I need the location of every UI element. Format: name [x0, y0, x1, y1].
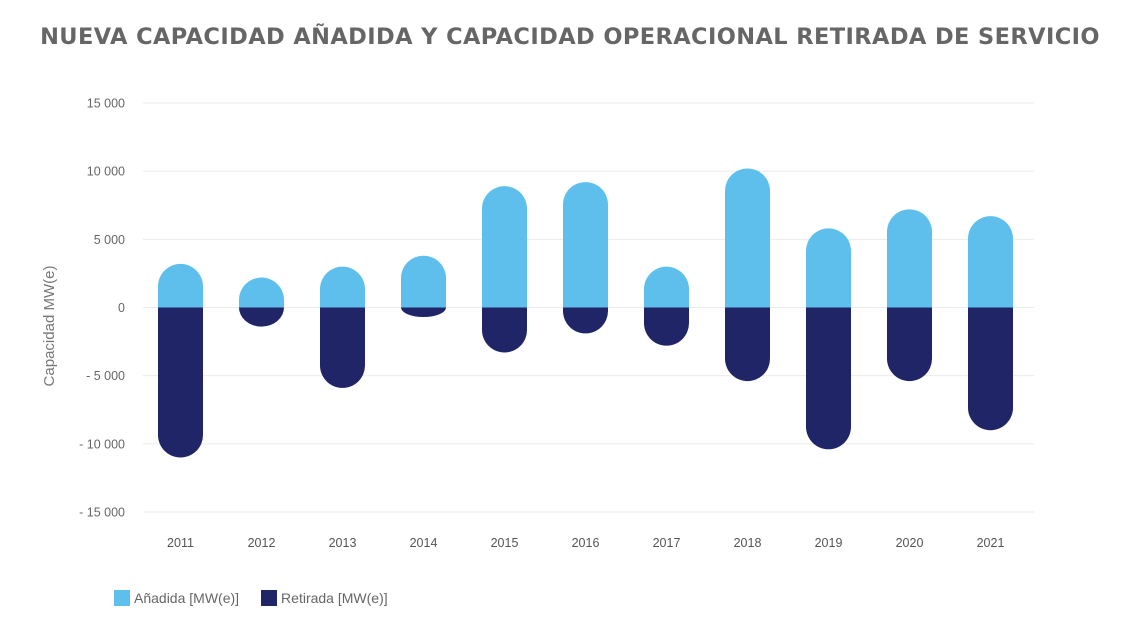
- x-tick-label: 2017: [653, 536, 681, 550]
- legend-item-added: Añadida [MW(e)]: [114, 590, 239, 606]
- y-tick-label: - 10 000: [79, 437, 125, 451]
- bar-retired-2021: [968, 307, 1013, 431]
- x-tick-label: 2012: [248, 536, 276, 550]
- y-tick-label: 5 000: [94, 233, 125, 247]
- x-tick-label: 2011: [167, 536, 194, 550]
- bar-retired-2020: [887, 307, 932, 382]
- bar-added-2013: [320, 266, 365, 308]
- x-tick-label: 2016: [572, 536, 600, 550]
- x-tick-label: 2013: [329, 536, 357, 550]
- bar-added-2020: [887, 209, 932, 308]
- x-tick-label: 2019: [815, 536, 843, 550]
- bar-retired-2013: [320, 307, 365, 388]
- bar-retired-2011: [158, 307, 203, 458]
- x-tick-label: 2015: [491, 536, 519, 550]
- y-tick-labels: 15 000 10 000 5 000 0 - 5 000 - 10 000 - 15 00…: [79, 97, 125, 520]
- x-tick-labels: 2011 2012 2013 2014 2015 2016 2017 2018 2019 2020…: [167, 536, 1004, 550]
- legend-swatch-retired: [261, 590, 278, 606]
- bar-retired-2018: [725, 307, 770, 382]
- bar-added-2018: [725, 168, 770, 308]
- y-tick-label: 0: [118, 301, 125, 315]
- legend: Añadida [MW(e)] Retirada [MW(e)]: [114, 590, 410, 606]
- bar-added-2015: [482, 186, 527, 308]
- legend-label-added: Añadida [MW(e)]: [134, 590, 240, 606]
- legend-swatch-added: [114, 590, 130, 606]
- x-tick-label: 2020: [896, 536, 924, 550]
- bar-added-2014: [401, 255, 446, 308]
- chart-title: NUEVA CAPACIDAD AÑADIDA Y CAPACIDAD OPER…: [40, 24, 1100, 50]
- y-tick-label: 15 000: [87, 97, 125, 111]
- bar-added-2021: [968, 216, 1013, 308]
- bar-added-2019: [806, 228, 851, 308]
- bar-retired-2019: [806, 307, 851, 450]
- bar-retired-2015: [482, 307, 527, 353]
- bar-added-2017: [644, 266, 689, 308]
- x-tick-label: 2014: [410, 536, 438, 550]
- bar-retired-2014: [401, 307, 446, 318]
- retired-bars: [158, 307, 1013, 458]
- y-tick-label: 10 000: [87, 165, 125, 179]
- y-tick-label: - 15 000: [79, 506, 125, 520]
- bar-retired-2012: [239, 307, 284, 327]
- added-bars: [158, 168, 1013, 308]
- bar-retired-2016: [563, 307, 608, 334]
- legend-item-retired: Retirada [MW(e)]: [261, 590, 388, 606]
- legend-label-retired: Retirada [MW(e)]: [281, 590, 388, 606]
- x-tick-label: 2018: [734, 536, 762, 550]
- bar-added-2012: [239, 277, 284, 308]
- bar-retired-2017: [644, 307, 689, 346]
- bar-added-2016: [563, 182, 608, 308]
- y-axis-label: Capacidad MW(e): [41, 266, 58, 387]
- y-tick-label: - 5 000: [86, 369, 125, 383]
- bar-added-2011: [158, 263, 203, 308]
- x-tick-label: 2021: [977, 536, 1005, 550]
